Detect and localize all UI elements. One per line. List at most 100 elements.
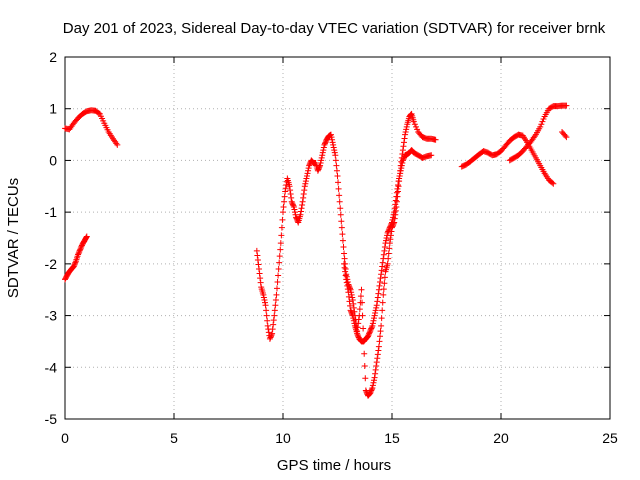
data-point <box>345 289 352 296</box>
data-point <box>341 255 348 262</box>
data-point <box>337 211 344 218</box>
data-point <box>275 266 282 273</box>
data-point <box>369 382 376 389</box>
data-point <box>349 312 356 319</box>
data-point <box>339 237 346 244</box>
data-point <box>321 141 328 148</box>
data-point <box>360 325 367 332</box>
data-point <box>321 140 328 147</box>
data-point <box>306 162 313 169</box>
data-point <box>411 121 418 128</box>
y-axis-label: SDTVAR / TECUs <box>5 178 22 298</box>
data-point <box>305 167 312 174</box>
data-point <box>355 333 362 340</box>
data-point <box>330 144 337 151</box>
data-point <box>272 302 279 309</box>
data-point <box>343 271 350 278</box>
data-point <box>262 302 269 309</box>
y-tick-label: -5 <box>45 411 58 427</box>
data-point <box>300 191 307 198</box>
data-point <box>264 317 271 324</box>
data-point <box>76 247 83 254</box>
data-point <box>318 154 325 161</box>
data-point <box>342 272 349 279</box>
data-point <box>374 294 381 301</box>
data-point <box>397 170 404 177</box>
data-point <box>373 304 380 311</box>
data-point <box>345 293 352 300</box>
axis-ticks: 0 5 10 15 20 25 -5 -4 -3 -2 -1 0 1 2 <box>45 49 618 446</box>
data-point <box>277 246 284 253</box>
data-point <box>373 359 380 366</box>
data-point <box>254 252 261 259</box>
data-point <box>257 275 264 282</box>
data-point <box>377 333 384 340</box>
data-point <box>373 362 380 369</box>
data-point <box>378 271 385 278</box>
data-point <box>368 387 375 394</box>
chart-title: Day 201 of 2023, Sidereal Day-to-day VTE… <box>63 20 606 37</box>
data-point <box>390 214 397 221</box>
data-point <box>370 379 377 386</box>
data-point <box>264 322 271 329</box>
data-point <box>327 131 334 138</box>
data-point <box>385 227 392 234</box>
data-point <box>341 264 348 271</box>
data-point <box>70 263 77 270</box>
data-point <box>290 202 297 209</box>
data-point <box>344 282 351 289</box>
data-point <box>260 294 267 301</box>
data-point <box>378 315 385 322</box>
data-point <box>276 259 283 266</box>
data-point <box>394 188 401 195</box>
data-point <box>317 162 324 169</box>
data-point <box>316 163 323 170</box>
data-point <box>288 198 295 205</box>
data-point <box>75 250 82 257</box>
data-point <box>376 338 383 345</box>
data-point <box>399 147 406 154</box>
data-point <box>268 331 275 338</box>
x-tick-label: 5 <box>170 430 178 446</box>
data-point <box>320 144 327 151</box>
data-point <box>378 267 385 274</box>
data-point <box>280 203 287 210</box>
data-point <box>266 335 273 342</box>
data-point <box>343 276 350 283</box>
data-point <box>401 135 408 142</box>
data-point <box>394 185 401 192</box>
data-point <box>341 250 348 257</box>
grid-lines <box>65 57 610 419</box>
data-point <box>393 193 400 200</box>
data-point <box>385 228 392 235</box>
data-point <box>562 132 569 139</box>
data-point <box>408 111 415 118</box>
data-point <box>537 123 544 130</box>
data-point <box>365 331 372 338</box>
data-point <box>355 316 362 323</box>
data-point <box>329 139 336 146</box>
data-point <box>331 147 338 154</box>
data-point <box>374 351 381 358</box>
data-point <box>343 279 350 286</box>
data-point <box>289 201 296 208</box>
data-point <box>114 141 121 148</box>
data-point <box>372 309 379 316</box>
data-point <box>384 260 391 267</box>
y-tick-label: -4 <box>45 359 58 375</box>
data-point <box>361 362 368 369</box>
data-point <box>281 193 288 200</box>
data-point <box>342 266 349 273</box>
data-point <box>395 178 402 185</box>
data-point <box>402 131 409 138</box>
data-point <box>344 286 351 293</box>
data-point <box>367 328 374 335</box>
data-point <box>389 216 396 223</box>
data-point <box>299 198 306 205</box>
data-point <box>315 166 322 173</box>
data-point <box>286 183 293 190</box>
data-point <box>372 366 379 373</box>
y-tick-label: -2 <box>45 256 58 272</box>
x-tick-label: 0 <box>61 430 69 446</box>
